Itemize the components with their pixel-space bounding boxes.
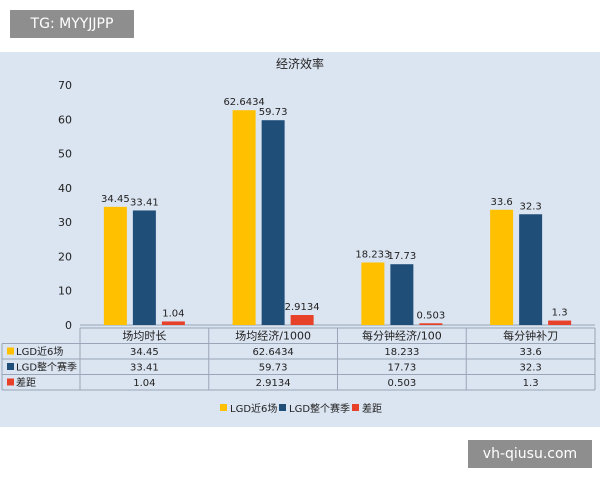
bar bbox=[490, 209, 514, 325]
legend-label: LGD整个赛季 bbox=[289, 402, 350, 415]
y-tick-label: 40 bbox=[58, 182, 72, 195]
x-tick-label: 每分钟经济/100 bbox=[362, 329, 442, 343]
y-tick-label: 70 bbox=[58, 79, 72, 92]
bar bbox=[390, 264, 414, 325]
watermark-bottom-right: vh-qiusu.com bbox=[468, 440, 592, 468]
chart-title: 经济效率 bbox=[276, 56, 324, 71]
table-cell: 34.45 bbox=[130, 347, 159, 358]
table-series-name: LGD整个赛季 bbox=[16, 361, 77, 374]
bar bbox=[103, 206, 127, 325]
data-label: 34.45 bbox=[101, 194, 130, 205]
table-cell: 32.3 bbox=[519, 363, 541, 374]
table-cell: 1.3 bbox=[523, 378, 539, 389]
data-label: 17.73 bbox=[388, 251, 417, 262]
table-legend-key bbox=[7, 363, 14, 370]
table-cell: 17.73 bbox=[388, 363, 417, 374]
table-legend-key bbox=[7, 347, 14, 355]
bar bbox=[361, 262, 385, 325]
table-cell: 18.233 bbox=[384, 347, 419, 358]
x-tick-label: 每分钟补刀 bbox=[503, 329, 558, 343]
legend-swatch bbox=[220, 404, 227, 411]
data-label: 2.9134 bbox=[285, 302, 320, 313]
bar-chart: 经济效率 0 10 20 30 40 50 60 70 34.45 62.6434 18.233 33.… bbox=[1, 56, 596, 415]
table-cell: 62.6434 bbox=[252, 347, 293, 358]
table-cell: 2.9134 bbox=[256, 378, 291, 389]
data-label: 1.04 bbox=[162, 308, 184, 319]
bar bbox=[161, 321, 185, 325]
table-series-name: LGD近6场 bbox=[16, 345, 63, 358]
bar bbox=[519, 214, 543, 325]
table-series-name: 差距 bbox=[16, 376, 36, 389]
y-tick-label: 10 bbox=[58, 285, 72, 298]
bar bbox=[232, 110, 256, 325]
chart-frame: 经济效率 0 10 20 30 40 50 60 70 34.45 62.6434 18.233 33.… bbox=[0, 52, 600, 427]
table-cell: 0.503 bbox=[388, 378, 417, 389]
bar bbox=[261, 120, 285, 325]
legend-swatch bbox=[279, 404, 286, 411]
y-tick-label: 50 bbox=[58, 148, 72, 161]
y-tick-label: 20 bbox=[58, 250, 72, 263]
table-cell: 33.6 bbox=[519, 347, 541, 358]
legend-label: LGD近6场 bbox=[230, 402, 277, 415]
data-label: 0.503 bbox=[417, 310, 446, 321]
data-label: 33.41 bbox=[130, 197, 159, 208]
y-tick-label: 60 bbox=[58, 113, 72, 126]
table-legend-key bbox=[7, 378, 14, 386]
bar bbox=[548, 320, 572, 325]
bar bbox=[419, 323, 443, 325]
data-label: 33.6 bbox=[490, 197, 512, 208]
data-label: 62.6434 bbox=[223, 97, 264, 108]
x-tick-label: 场均时长 bbox=[122, 329, 166, 343]
y-tick-label: 30 bbox=[58, 216, 72, 229]
bar bbox=[290, 315, 314, 325]
data-label: 1.3 bbox=[552, 308, 568, 319]
data-label: 59.73 bbox=[259, 107, 288, 118]
x-tick-label: 场均经济/1000 bbox=[235, 329, 311, 343]
table-cell: 1.04 bbox=[133, 378, 155, 389]
legend-label: 差距 bbox=[362, 402, 382, 415]
table-cell: 33.41 bbox=[130, 363, 159, 374]
y-tick-label: 0 bbox=[65, 319, 72, 332]
data-label: 32.3 bbox=[519, 201, 541, 212]
table-cell: 59.73 bbox=[259, 363, 288, 374]
bar bbox=[132, 210, 156, 325]
legend-swatch bbox=[352, 404, 359, 411]
watermark-top-left: TG: MYYJJPP bbox=[10, 10, 134, 38]
data-label: 18.233 bbox=[355, 249, 390, 260]
